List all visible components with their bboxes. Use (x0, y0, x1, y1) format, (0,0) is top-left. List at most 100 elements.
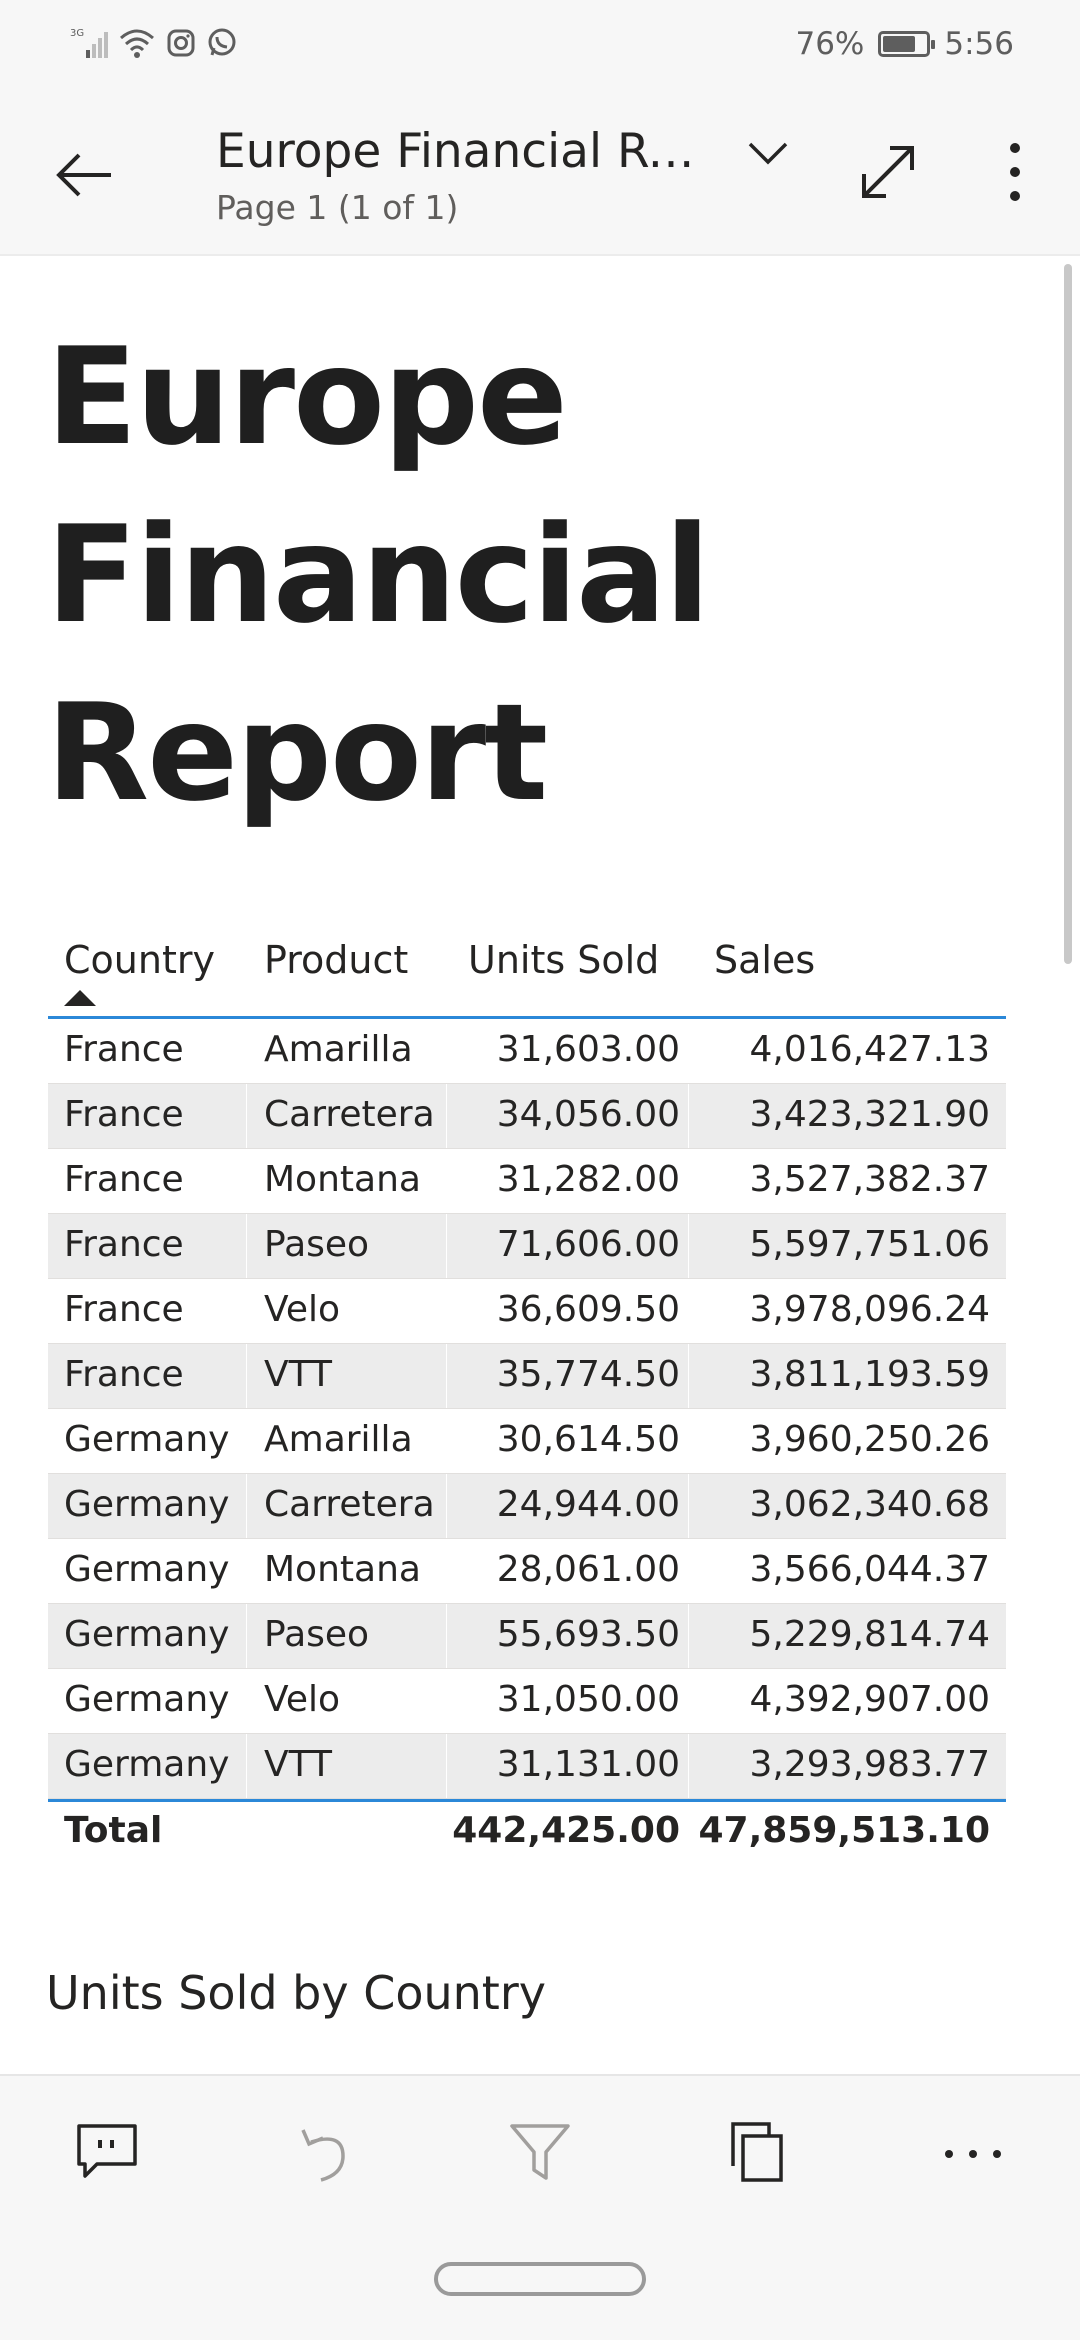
cell-sales: 5,229,814.74 (749, 1614, 990, 1655)
column-separator (246, 1279, 247, 1343)
undo-icon (295, 2120, 351, 2188)
cell-units-sold: 31,603.00 (496, 1029, 680, 1070)
column-separator (246, 1604, 247, 1668)
cell-sales: 3,566,044.37 (749, 1549, 990, 1590)
column-separator (688, 1669, 689, 1733)
status-icons-left: 3G (70, 26, 238, 64)
cell-sales: 3,293,983.77 (749, 1744, 990, 1785)
cell-units-sold: 28,061.00 (496, 1549, 680, 1590)
cell-units-sold: 71,606.00 (496, 1224, 680, 1265)
table-row[interactable]: Germany VTT 31,131.00 3,293,983.77 (48, 1734, 1006, 1799)
total-sales: 47,859,513.10 (698, 1810, 990, 1851)
cellular-signal-icon: 3G (70, 26, 108, 64)
back-button[interactable] (40, 132, 130, 222)
cell-country: France (64, 1159, 184, 1200)
cell-country: Germany (64, 1549, 230, 1590)
filter-button[interactable] (495, 2114, 585, 2194)
column-separator (446, 1214, 447, 1278)
table-row[interactable]: Germany Velo 31,050.00 4,392,907.00 (48, 1669, 1006, 1734)
comment-icon (75, 2122, 139, 2186)
status-icons-right: 76% 5:56 (795, 26, 1014, 62)
total-units: 442,425.00 (452, 1810, 680, 1851)
cell-product: Carretera (264, 1094, 435, 1135)
column-separator (446, 1539, 447, 1603)
table-row[interactable]: France Amarilla 31,603.00 4,016,427.13 (48, 1019, 1006, 1084)
table-row[interactable]: France Carretera 34,056.00 3,423,321.90 (48, 1084, 1006, 1149)
column-header-country[interactable]: Country (64, 938, 215, 982)
comment-button[interactable] (62, 2114, 152, 2194)
column-separator (446, 1669, 447, 1733)
cell-country: Germany (64, 1614, 230, 1655)
cell-sales: 5,597,751.06 (749, 1224, 990, 1265)
cell-country: France (64, 1094, 184, 1135)
scrollbar[interactable] (1064, 264, 1072, 964)
column-separator (446, 1604, 447, 1668)
table-row[interactable]: France Paseo 71,606.00 5,597,751.06 (48, 1214, 1006, 1279)
column-separator (446, 1084, 447, 1148)
chart-section-title: Units Sold by Country (46, 1966, 546, 2020)
column-separator (688, 1019, 689, 1083)
pages-dropdown-button[interactable] (728, 120, 808, 190)
table-row[interactable]: France Montana 31,282.00 3,527,382.37 (48, 1149, 1006, 1214)
column-separator (446, 1474, 447, 1538)
report-header: Europe Financial Rep... Page 1 (1 of 1) (0, 92, 1080, 256)
table-row[interactable]: Germany Paseo 55,693.50 5,229,814.74 (48, 1604, 1006, 1669)
cell-country: Germany (64, 1744, 230, 1785)
financial-table[interactable]: Country Product Units Sold Sales France A… (48, 920, 1006, 1868)
table-row[interactable]: France Velo 36,609.50 3,978,096.24 (48, 1279, 1006, 1344)
column-separator (246, 1149, 247, 1213)
page-indicator: Page 1 (1 of 1) (216, 188, 459, 227)
column-separator (688, 1604, 689, 1668)
column-separator (688, 1409, 689, 1473)
column-separator (688, 1734, 689, 1798)
battery-level (883, 36, 916, 52)
table-row[interactable]: France VTT 35,774.50 3,811,193.59 (48, 1344, 1006, 1409)
undo-button[interactable] (278, 2114, 368, 2194)
pages-icon (727, 2120, 787, 2188)
cell-sales: 3,062,340.68 (749, 1484, 990, 1525)
home-gesture-bar[interactable] (434, 2262, 646, 2296)
cell-units-sold: 24,944.00 (496, 1484, 680, 1525)
column-separator (446, 1149, 447, 1213)
cell-product: Montana (264, 1159, 421, 1200)
cell-product: VTT (264, 1744, 332, 1785)
column-header-sales[interactable]: Sales (714, 938, 816, 982)
cell-product: VTT (264, 1354, 332, 1395)
toolbar-more-button[interactable] (928, 2114, 1018, 2194)
pages-button[interactable] (712, 2114, 802, 2194)
cell-sales: 3,811,193.59 (749, 1354, 990, 1395)
report-heading: Europe Financial Report (46, 308, 946, 842)
table-row[interactable]: Germany Amarilla 30,614.50 3,960,250.26 (48, 1409, 1006, 1474)
table-body: France Amarilla 31,603.00 4,016,427.13 Franc… (48, 1019, 1006, 1799)
status-bar: 3G (0, 0, 1080, 92)
report-title-area[interactable]: Europe Financial Rep... Page 1 (1 of 1) (216, 120, 716, 230)
total-label: Total (64, 1810, 163, 1851)
cell-product: Paseo (264, 1224, 370, 1265)
cell-country: Germany (64, 1419, 230, 1460)
more-vertical-icon (1008, 142, 1022, 206)
report-title: Europe Financial Rep... (216, 124, 716, 179)
column-separator (688, 1344, 689, 1408)
expand-button[interactable] (846, 132, 930, 216)
column-separator (446, 1279, 447, 1343)
table-row[interactable]: Germany Montana 28,061.00 3,566,044.37 (48, 1539, 1006, 1604)
cell-units-sold: 31,282.00 (496, 1159, 680, 1200)
clock: 5:56 (944, 26, 1014, 62)
cell-units-sold: 31,131.00 (496, 1744, 680, 1785)
column-separator (446, 1019, 447, 1083)
column-separator (246, 1734, 247, 1798)
cell-units-sold: 55,693.50 (496, 1614, 680, 1655)
table-row[interactable]: Germany Carretera 24,944.00 3,062,340.68 (48, 1474, 1006, 1539)
column-header-product[interactable]: Product (264, 938, 409, 982)
cell-sales: 3,960,250.26 (749, 1419, 990, 1460)
more-options-button[interactable] (980, 132, 1050, 216)
cell-product: Velo (264, 1679, 341, 1720)
cell-country: Germany (64, 1679, 230, 1720)
cell-product: Montana (264, 1549, 421, 1590)
cell-product: Paseo (264, 1614, 370, 1655)
column-separator (246, 1669, 247, 1733)
cell-sales: 4,016,427.13 (749, 1029, 990, 1070)
cell-units-sold: 35,774.50 (496, 1354, 680, 1395)
column-header-units-sold[interactable]: Units Sold (468, 938, 660, 982)
total-row: Total 442,425.00 47,859,513.10 (48, 1799, 1006, 1868)
